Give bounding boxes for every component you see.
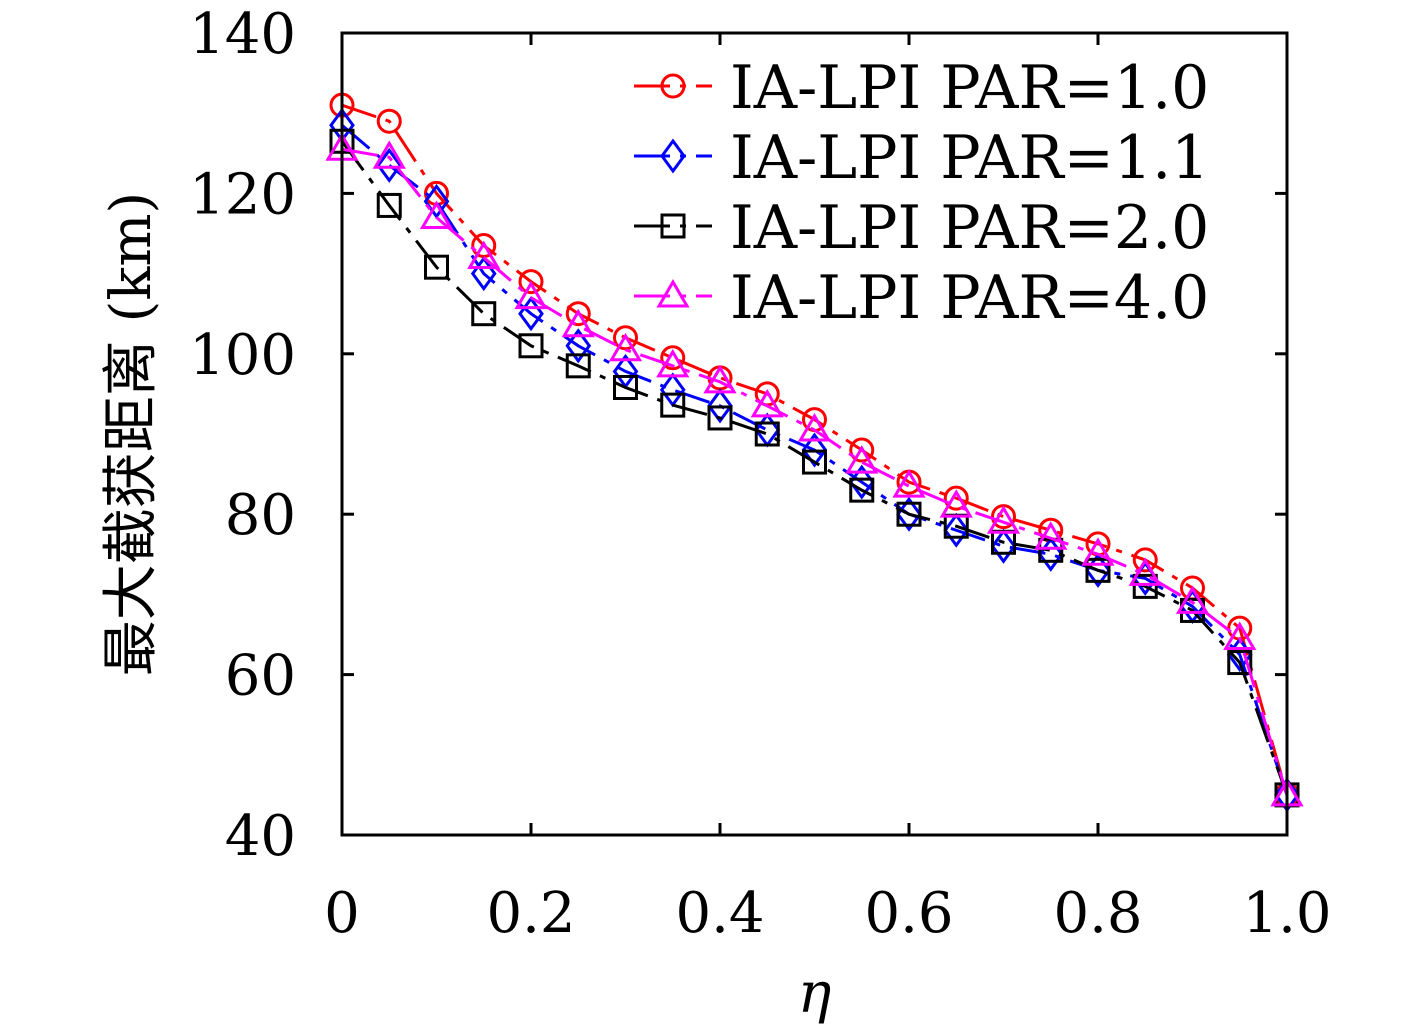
x-tick-label: 0.4 [675, 881, 764, 946]
legend-label: IA-LPI PAR=1.0 [730, 53, 1209, 123]
data-point [892, 469, 926, 498]
data-point [849, 437, 875, 463]
legend-entry: IA-LPI PAR=2.0 [634, 193, 1209, 263]
data-point [990, 528, 1017, 564]
data-point [845, 445, 879, 474]
data-point [849, 477, 875, 503]
data-point [376, 147, 403, 183]
series-layer [325, 92, 1304, 813]
data-point [423, 183, 450, 219]
legend-marker [656, 279, 690, 308]
data-point [613, 374, 638, 400]
data-point [1175, 585, 1210, 614]
data-point [1227, 650, 1253, 676]
data-point [707, 388, 733, 424]
data-point [660, 345, 686, 371]
data-point [514, 280, 548, 310]
data-point [707, 405, 733, 431]
data-point [1085, 557, 1111, 583]
data-point [376, 192, 402, 218]
legend-entry: IA-LPI PAR=1.0 [634, 53, 1209, 123]
x-tick-label: 0 [324, 881, 360, 946]
series-line [341, 147, 1289, 796]
series-3 [325, 132, 1304, 807]
data-point [471, 301, 497, 327]
x-tick-label: 1.0 [1242, 881, 1331, 946]
data-point [613, 325, 638, 351]
data-point [943, 512, 970, 548]
data-point [561, 308, 595, 338]
data-point [1132, 573, 1158, 599]
data-point [1223, 621, 1257, 651]
data-point [939, 489, 973, 518]
legend-marker [660, 73, 686, 99]
legend-label: IA-LPI PAR=4.0 [730, 263, 1209, 333]
data-point [754, 421, 780, 447]
data-point [1034, 521, 1068, 550]
x-axis-label: η [798, 961, 832, 1026]
data-point [372, 140, 406, 169]
data-point [660, 392, 686, 418]
legend-label: IA-LPI PAR=2.0 [730, 193, 1209, 263]
data-point [518, 269, 544, 295]
data-point [656, 348, 690, 378]
y-axis-label: 最大截获距离 (km) [99, 192, 164, 677]
data-point [750, 388, 784, 418]
legend-marker [660, 213, 686, 239]
data-point [467, 240, 501, 270]
y-tick-label: 60 [225, 644, 296, 709]
y-tick-label: 40 [225, 804, 296, 869]
data-point [896, 501, 922, 527]
data-point [943, 485, 969, 511]
ticks-layer: 0 0.2 0.4 0.6 0.8 1.0 40 60 80 100 120 140 [189, 2, 1331, 946]
data-point [608, 332, 643, 362]
legend-label: IA-LPI PAR=1.1 [730, 123, 1209, 193]
legend-marker [660, 138, 686, 174]
data-point [1128, 557, 1162, 586]
data-point [801, 432, 828, 468]
data-point [518, 333, 544, 359]
data-point [1132, 547, 1158, 573]
data-point [376, 108, 402, 134]
plot-frame [340, 31, 1289, 837]
data-point [802, 449, 827, 475]
data-point [419, 200, 454, 229]
y-tick-label: 80 [225, 483, 296, 548]
data-point [703, 364, 737, 394]
y-tick-label: 100 [189, 323, 296, 388]
data-point [565, 353, 591, 379]
legend: IA-LPI PAR=1.0IA-LPI PAR=1.1IA-LPI PAR=2… [634, 53, 1209, 333]
legend-entry: IA-LPI PAR=4.0 [634, 263, 1209, 333]
data-point [565, 301, 591, 327]
data-point [565, 328, 592, 364]
data-point [986, 505, 1021, 534]
data-point [659, 372, 686, 408]
data-point [1081, 537, 1115, 566]
x-tick-label: 0.6 [864, 881, 953, 946]
series-line [341, 103, 1289, 796]
data-point [424, 254, 449, 280]
y-tick-label: 140 [189, 2, 296, 67]
x-tick-label: 0.8 [1053, 881, 1142, 946]
y-tick-label: 120 [189, 162, 296, 227]
series-line [340, 140, 1289, 796]
data-point [848, 464, 875, 500]
legend-entry: IA-LPI PAR=1.1 [634, 123, 1209, 193]
x-tick-label: 0.2 [486, 881, 575, 946]
data-point [797, 413, 832, 442]
